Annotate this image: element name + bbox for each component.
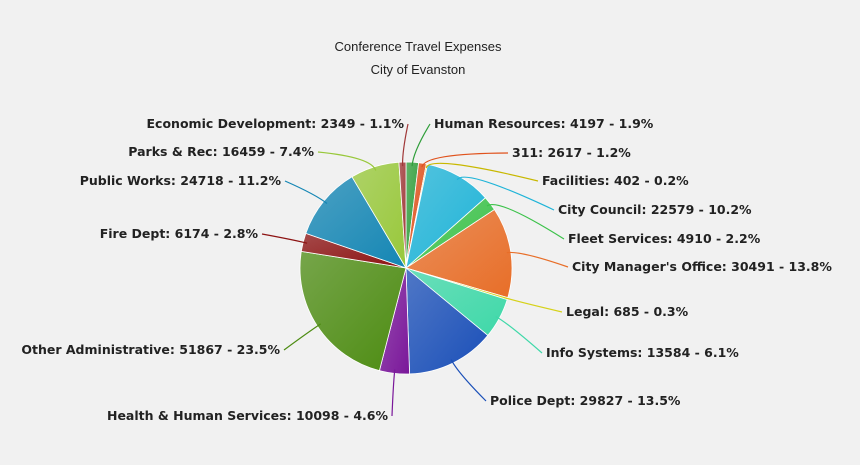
slice-label-legal: Legal: 685 - 0.3% (566, 304, 689, 319)
leader-line-human-resources (411, 123, 431, 167)
slice-label-311: 311: 2617 - 1.2% (512, 145, 631, 160)
leader-line-parks-rec (317, 151, 377, 171)
slice-label-city-council: City Council: 22579 - 10.2% (558, 202, 752, 217)
leader-line-city-council (456, 176, 555, 211)
pie-slices (299, 161, 513, 375)
chart-title: Conference Travel Expenses (335, 39, 502, 54)
leader-line-info-systems (495, 315, 543, 354)
leader-line-other-administrative (283, 323, 322, 351)
chart-subtitle: City of Evanston (371, 62, 466, 77)
leader-line-public-works (284, 180, 328, 204)
slice-label-human-resources: Human Resources: 4197 - 1.9% (434, 116, 654, 131)
slice-label-other-administrative: Other Administrative: 51867 - 23.5% (21, 342, 280, 357)
slice-label-fleet-services: Fleet Services: 4910 - 2.2% (568, 231, 761, 246)
leader-line-economic-development (401, 123, 409, 167)
leader-line-legal (503, 296, 563, 313)
slice-labels: Human Resources: 4197 - 1.9% 311: 2617 - … (21, 116, 832, 423)
slice-label-facilities: Facilities: 402 - 0.2% (542, 173, 689, 188)
slice-label-city-manager-s-office: City Manager's Office: 30491 - 13.8% (572, 259, 832, 274)
leader-line-311 (421, 152, 509, 168)
leader-line-facilities (425, 162, 539, 182)
leader-line-police-dept (450, 359, 487, 402)
slice-label-health-human-services: Health & Human Services: 10098 - 4.6% (107, 408, 388, 423)
leader-line-health-human-services (391, 369, 396, 417)
leader-line-city-manager-s-office (506, 251, 569, 268)
slice-label-info-systems: Info Systems: 13584 - 6.1% (546, 345, 739, 360)
slice-label-public-works: Public Works: 24718 - 11.2% (80, 173, 282, 188)
slice-label-parks-rec: Parks & Rec: 16459 - 7.4% (128, 144, 314, 159)
slice-label-fire-dept: Fire Dept: 6174 - 2.8% (100, 226, 259, 241)
leader-line-fleet-services (486, 204, 565, 240)
leader-lines (261, 123, 569, 417)
leader-line-fire-dept (261, 233, 308, 244)
slice-label-police-dept: Police Dept: 29827 - 13.5% (490, 393, 681, 408)
slice-label-economic-development: Economic Development: 2349 - 1.1% (147, 116, 405, 131)
